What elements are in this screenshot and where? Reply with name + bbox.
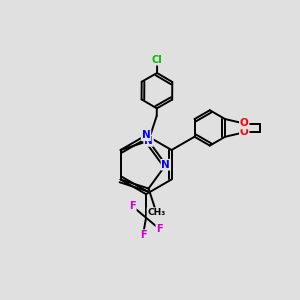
Text: N: N xyxy=(144,136,153,146)
Text: F: F xyxy=(156,224,163,234)
Text: Cl: Cl xyxy=(152,55,163,65)
Text: F: F xyxy=(140,230,146,240)
Text: F: F xyxy=(129,201,136,212)
Text: CH₃: CH₃ xyxy=(147,208,165,217)
Text: O: O xyxy=(240,118,249,128)
Text: N: N xyxy=(142,130,150,140)
Text: N: N xyxy=(161,160,170,170)
Text: O: O xyxy=(240,127,249,137)
